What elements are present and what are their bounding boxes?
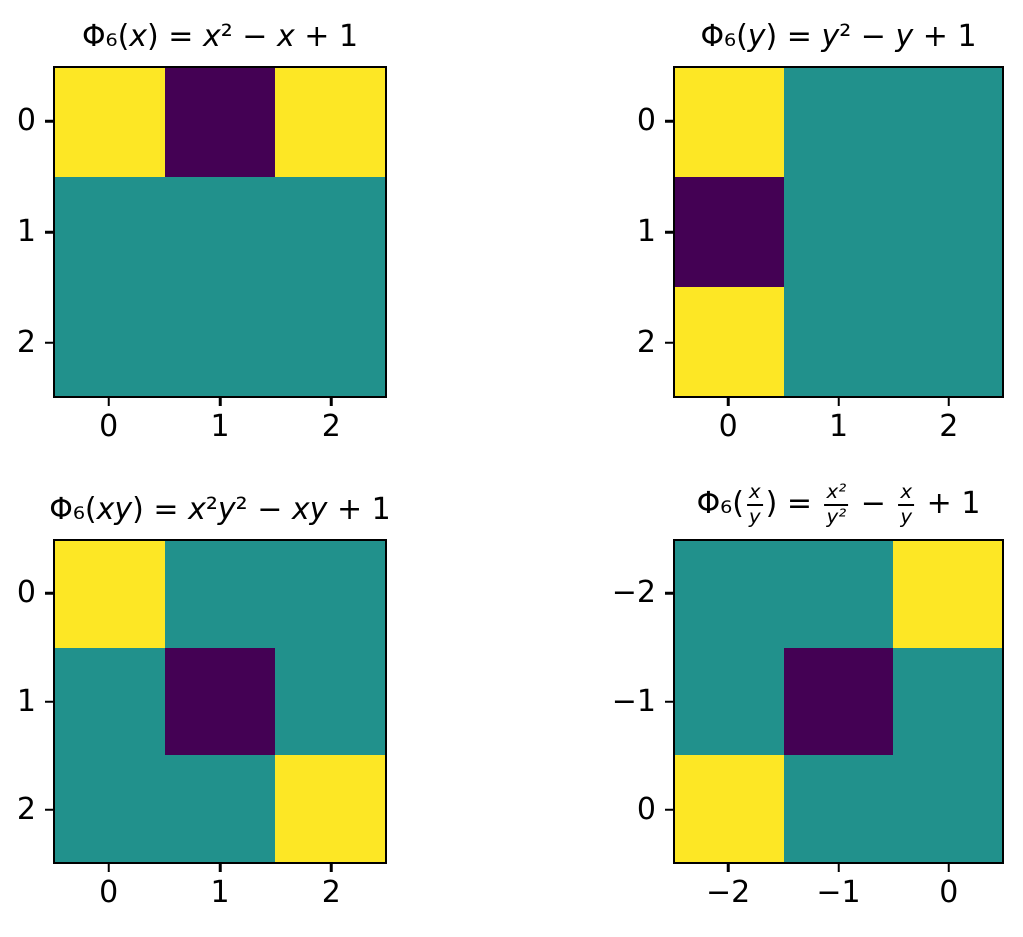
heatmap-cell xyxy=(784,755,893,862)
y-tick-label: 0 xyxy=(636,103,656,139)
heatmap-cell xyxy=(275,286,385,396)
heatmap-cell xyxy=(55,541,165,648)
x-tick-mark xyxy=(218,864,222,872)
x-tick-mark xyxy=(107,398,110,406)
y-tick-mark xyxy=(665,341,673,344)
heatmap-cell xyxy=(675,541,784,648)
y-tick-mark xyxy=(45,120,53,123)
subplot-phi6-of-xy: Φ₆(xy) = x²y² − xy + 1 0 1 2 0 1 2 xyxy=(17,493,391,908)
y-tick-label: 2 xyxy=(16,791,36,827)
y-tick-mark xyxy=(45,230,53,234)
heatmap-cell xyxy=(893,286,1002,396)
x-tick-mark xyxy=(726,864,730,872)
y-tick-label: 1 xyxy=(16,214,36,249)
x-tick-mark xyxy=(330,864,333,872)
heatmap-cell xyxy=(55,755,165,862)
heatmap-cell xyxy=(275,648,385,755)
y-tick-mark xyxy=(45,591,53,595)
heatmap-cell xyxy=(893,755,1002,862)
x-tick-mark xyxy=(218,398,222,406)
x-tick-label: 0 xyxy=(99,875,119,910)
y-tick-mark xyxy=(45,700,53,703)
x-tick-mark xyxy=(947,864,951,872)
y-tick-label: −1 xyxy=(611,683,656,719)
heatmap-axes xyxy=(53,66,387,398)
y-tick-mark xyxy=(665,120,673,123)
heatmap-cell xyxy=(893,541,1002,648)
heatmap-cell xyxy=(165,541,275,648)
y-tick-label: −2 xyxy=(611,575,656,611)
heatmap-cell xyxy=(275,541,385,648)
y-tick-mark xyxy=(665,230,673,234)
heatmap-cell xyxy=(275,177,385,287)
x-tick-label: 1 xyxy=(828,409,849,444)
heatmap-cell xyxy=(165,177,275,287)
heatmap-cell xyxy=(893,68,1002,178)
heatmap-cell xyxy=(784,541,893,648)
heatmap-cell xyxy=(165,68,275,178)
heatmap-cell xyxy=(675,177,784,287)
x-tick-label: 0 xyxy=(99,409,119,444)
y-tick-label: 0 xyxy=(636,791,656,827)
heatmap-axes xyxy=(53,539,387,864)
x-tick-label: 2 xyxy=(321,875,341,910)
heatmap-cell xyxy=(55,177,165,287)
x-tick-mark xyxy=(837,864,840,872)
y-tick-label: 1 xyxy=(636,214,656,249)
x-tick-mark xyxy=(726,398,730,406)
heatmap-cell xyxy=(784,286,893,396)
heatmap-cell xyxy=(165,648,275,755)
subplot-title: Φ₆(xy) = x²y² − xy + 1 xyxy=(49,492,391,527)
heatmap-cell xyxy=(784,648,893,755)
heatmap-cell xyxy=(784,68,893,178)
y-tick-mark xyxy=(45,341,53,344)
x-tick-mark xyxy=(107,864,110,872)
x-tick-mark xyxy=(330,398,333,406)
heatmap-axes xyxy=(673,539,1004,864)
heatmap-cell xyxy=(275,68,385,178)
heatmap-cell xyxy=(784,177,893,287)
y-tick-mark xyxy=(665,808,673,812)
x-tick-mark xyxy=(837,398,840,406)
heatmap-cell xyxy=(55,286,165,396)
x-tick-label: 0 xyxy=(718,409,738,444)
x-tick-label: 2 xyxy=(321,409,341,444)
heatmap-axes xyxy=(673,66,1004,398)
subplot-title: Φ₆(x) = x² − x + 1 xyxy=(81,19,359,54)
heatmap-cell xyxy=(55,68,165,178)
heatmap-cell xyxy=(165,755,275,862)
heatmap-cell xyxy=(55,648,165,755)
subplot-phi6-of-x: Φ₆(x) = x² − x + 1 0 1 2 0 1 2 xyxy=(17,20,387,442)
y-tick-mark xyxy=(45,808,53,812)
subplot-phi6-of-y: Φ₆(y) = y² − y + 1 0 1 2 0 1 2 xyxy=(637,20,1004,442)
y-tick-label: 0 xyxy=(16,103,36,139)
heatmap-cell xyxy=(893,177,1002,287)
x-tick-label: −2 xyxy=(706,875,751,910)
x-tick-label: 2 xyxy=(939,409,959,444)
x-tick-label: 1 xyxy=(210,409,230,444)
heatmap-cell xyxy=(675,648,784,755)
y-tick-label: 1 xyxy=(16,683,36,719)
x-tick-mark xyxy=(947,398,951,406)
y-tick-mark xyxy=(665,591,673,595)
x-tick-label: 1 xyxy=(210,875,230,910)
y-tick-label: 0 xyxy=(16,575,36,611)
y-tick-label: 2 xyxy=(636,324,656,360)
heatmap-cell xyxy=(675,68,784,178)
x-tick-label: −1 xyxy=(816,875,861,910)
heatmap-cell xyxy=(275,755,385,862)
subplot-title: Φ₆(y) = y² − y + 1 xyxy=(700,19,977,54)
heatmap-cell xyxy=(165,286,275,396)
heatmap-cell xyxy=(675,755,784,862)
heatmap-cell xyxy=(893,648,1002,755)
y-tick-label: 2 xyxy=(16,324,36,360)
y-tick-mark xyxy=(665,700,673,703)
heatmap-cell xyxy=(675,286,784,396)
x-tick-label: 0 xyxy=(939,875,959,910)
